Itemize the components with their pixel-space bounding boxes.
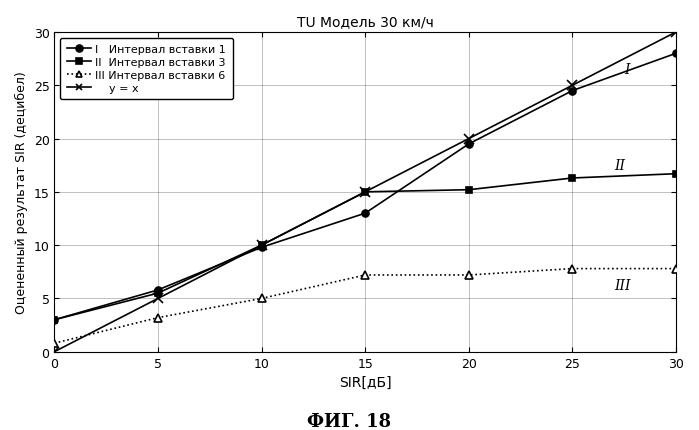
Text: II: II [614,159,625,173]
X-axis label: SIR[дБ]: SIR[дБ] [339,375,391,389]
Text: III: III [614,278,630,292]
Title: TU Модель 30 км/ч: TU Модель 30 км/ч [297,15,433,29]
Legend: I   Интервал вставки 1, II  Интервал вставки 3, III Интервал вставки 6,     y = : I Интервал вставки 1, II Интервал вставк… [60,38,233,100]
Y-axis label: Оцененный результат SIR (децибел): Оцененный результат SIR (децибел) [15,71,28,313]
Text: I: I [624,63,630,77]
Text: ФИГ. 18: ФИГ. 18 [308,412,391,430]
